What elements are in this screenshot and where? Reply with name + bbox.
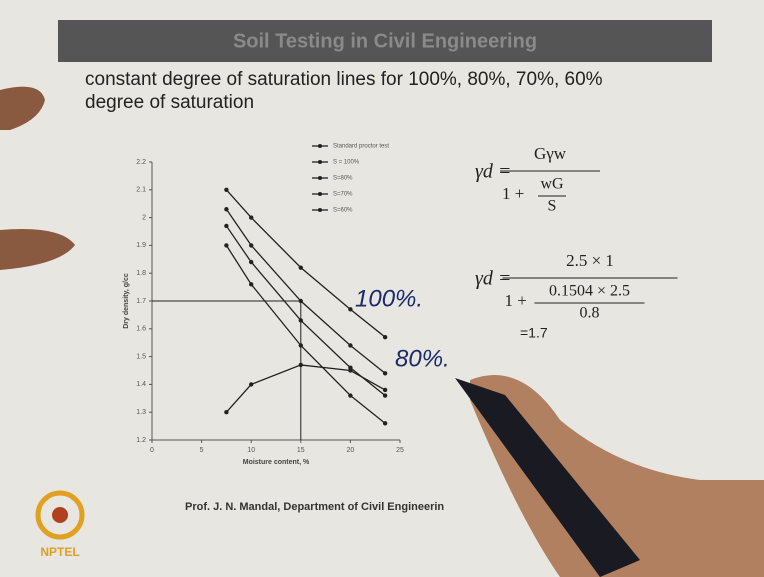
point (348, 366, 352, 370)
x-axis-label: Moisture content, % (243, 459, 310, 466)
screen: Soil Testing in Civil Engineering consta… (0, 0, 764, 577)
legend-marker (318, 160, 322, 164)
y-tick-label: 1.6 (136, 326, 146, 333)
point (224, 243, 228, 247)
point (299, 343, 303, 347)
slide-text: degree of saturation (85, 92, 254, 113)
point (249, 382, 253, 386)
point (299, 265, 303, 269)
logo-text: NPTEL (40, 545, 79, 559)
point (383, 371, 387, 375)
y-tick-label: 1.8 (136, 270, 146, 277)
point (348, 343, 352, 347)
point (383, 388, 387, 392)
formula-den-den: 0.8 (580, 305, 600, 322)
legend-marker (318, 208, 322, 212)
slide-text: constant degree of saturation lines for … (85, 69, 603, 90)
formula-lhs: γd = (475, 268, 511, 290)
point (299, 299, 303, 303)
legend-marker (318, 192, 322, 196)
footer: Prof. J. N. Mandal, Department of Civil … (185, 501, 444, 513)
point (299, 363, 303, 367)
y-tick-label: 1.9 (136, 242, 146, 249)
y-tick-label: 1.3 (136, 409, 146, 416)
x-tick-label: 25 (396, 447, 404, 454)
y-tick-label: 1.2 (136, 437, 146, 444)
formula-den-num: wG (540, 176, 564, 193)
point (383, 335, 387, 339)
point (224, 410, 228, 414)
legend-label: Standard proctor test (333, 144, 389, 150)
header-title: Soil Testing in Civil Engineering (233, 30, 537, 52)
legend-marker (318, 176, 322, 180)
handwriting: 100%. (355, 285, 423, 312)
y-tick-label: 1.4 (136, 381, 146, 388)
point (383, 421, 387, 425)
x-tick-label: 0 (150, 447, 154, 454)
point (348, 393, 352, 397)
x-tick-label: 10 (247, 447, 255, 454)
logo-center (52, 507, 68, 523)
x-tick-label: 20 (347, 447, 355, 454)
legend-marker (318, 144, 322, 148)
formula-den-num: 0.1504 × 2.5 (549, 283, 630, 300)
formula-numerator: Gγw (534, 144, 567, 163)
point (249, 282, 253, 286)
y-tick-label: 2.1 (136, 187, 146, 194)
formula-lhs: γd = (475, 161, 511, 183)
formula-numerator: 2.5 × 1 (566, 251, 614, 270)
point (249, 243, 253, 247)
y-axis-label: Dry density, g/cc (123, 273, 130, 329)
point (299, 318, 303, 322)
y-tick-label: 1.5 (136, 353, 146, 360)
legend-label: S=70% (333, 192, 353, 198)
point (224, 224, 228, 228)
point (224, 207, 228, 211)
point (249, 260, 253, 264)
formula-den-den: S (548, 198, 557, 215)
x-tick-label: 5 (200, 447, 204, 454)
y-tick-label: 2 (142, 214, 146, 221)
formula-den-lead: 1 + (502, 184, 524, 203)
y-tick-label: 2.2 (136, 159, 146, 166)
legend-label: S = 100% (333, 160, 360, 166)
handwriting: 80%. (395, 345, 450, 372)
point (249, 215, 253, 219)
legend-label: S=80% (333, 176, 353, 182)
x-tick-label: 15 (297, 447, 305, 454)
formula-den-lead: 1 + (505, 291, 527, 310)
legend-label: S=60% (333, 208, 353, 214)
y-tick-label: 1.7 (136, 298, 146, 305)
point (224, 188, 228, 192)
formula-result: =1.7 (520, 325, 548, 341)
point (348, 307, 352, 311)
point (383, 393, 387, 397)
